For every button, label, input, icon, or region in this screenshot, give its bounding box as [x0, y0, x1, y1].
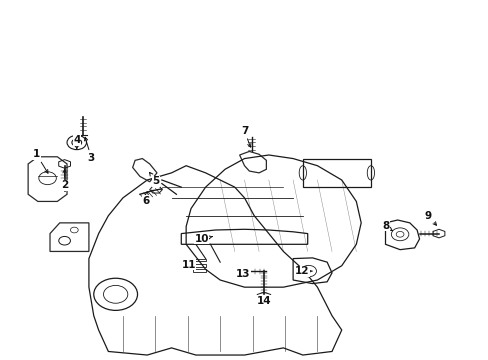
Bar: [193, 269, 205, 272]
Bar: [193, 264, 205, 267]
Text: 5: 5: [149, 172, 159, 186]
Text: 14: 14: [256, 296, 271, 306]
Text: 9: 9: [424, 211, 436, 225]
Text: 4: 4: [73, 135, 81, 149]
Text: 1: 1: [33, 149, 48, 173]
Text: 2: 2: [61, 170, 68, 190]
Text: 12: 12: [294, 266, 312, 276]
Bar: [193, 258, 205, 261]
Text: 8: 8: [381, 221, 391, 231]
Text: 13: 13: [236, 269, 250, 279]
Text: 6: 6: [142, 192, 150, 206]
Text: 11: 11: [181, 260, 195, 270]
Text: 3: 3: [84, 137, 95, 163]
Text: 10: 10: [194, 234, 212, 244]
Text: 7: 7: [240, 126, 250, 147]
